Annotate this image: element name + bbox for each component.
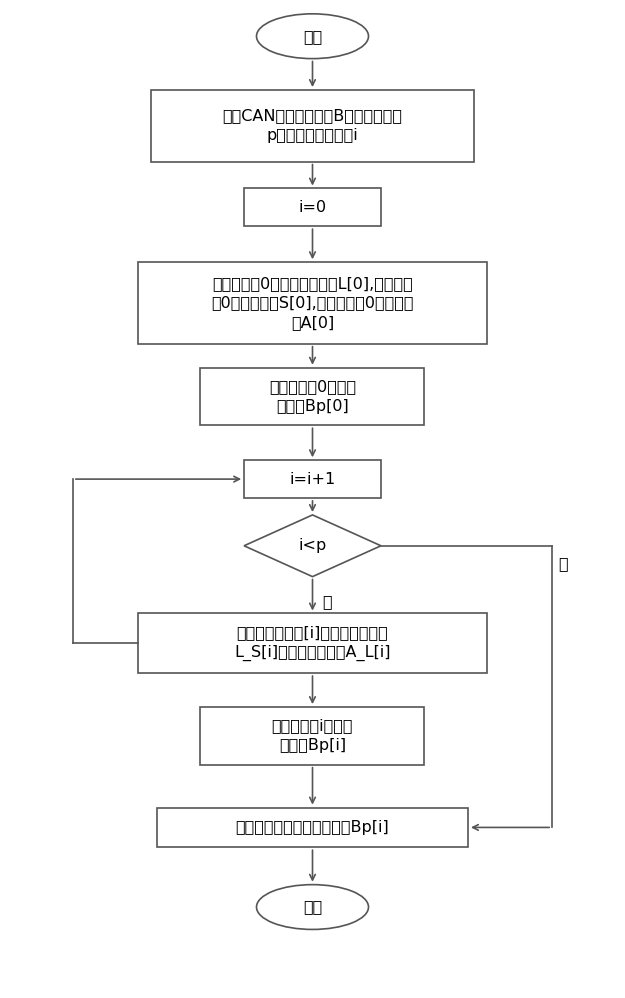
Text: 计算优先级0的帧的
撞帧率Bp[0]: 计算优先级0的帧的 撞帧率Bp[0] xyxy=(269,379,356,414)
Text: 确定优先级0的帧的发送频率L[0],确定优先
级0的帧的帧长S[0],计算优先级0的流量负
载A[0]: 确定优先级0的帧的发送频率L[0],确定优先 级0的帧的帧长S[0],计算优先级… xyxy=(211,275,414,330)
Text: 输出各优先级的帧的撞帧率Bp[i]: 输出各优先级的帧的撞帧率Bp[i] xyxy=(236,820,389,835)
Text: 否: 否 xyxy=(558,556,568,571)
Text: i<p: i<p xyxy=(298,538,327,553)
Text: 计算相对优先级[i]的累积流量负载
L_S[i]、溢出流量负载A_L[i]: 计算相对优先级[i]的累积流量负载 L_S[i]、溢出流量负载A_L[i] xyxy=(234,626,391,662)
Text: 计算优先级i的帧的
撞帧率Bp[i]: 计算优先级i的帧的 撞帧率Bp[i] xyxy=(272,719,353,753)
Text: 开始: 开始 xyxy=(303,29,322,44)
Text: i=i+1: i=i+1 xyxy=(289,472,336,487)
Text: i=0: i=0 xyxy=(299,200,327,215)
Text: 结束: 结束 xyxy=(303,899,322,914)
Text: 获取CAN总线通信速率B，优先级数目
p，帧的优先级等级i: 获取CAN总线通信速率B，优先级数目 p，帧的优先级等级i xyxy=(222,109,402,143)
Text: 是: 是 xyxy=(322,595,331,610)
